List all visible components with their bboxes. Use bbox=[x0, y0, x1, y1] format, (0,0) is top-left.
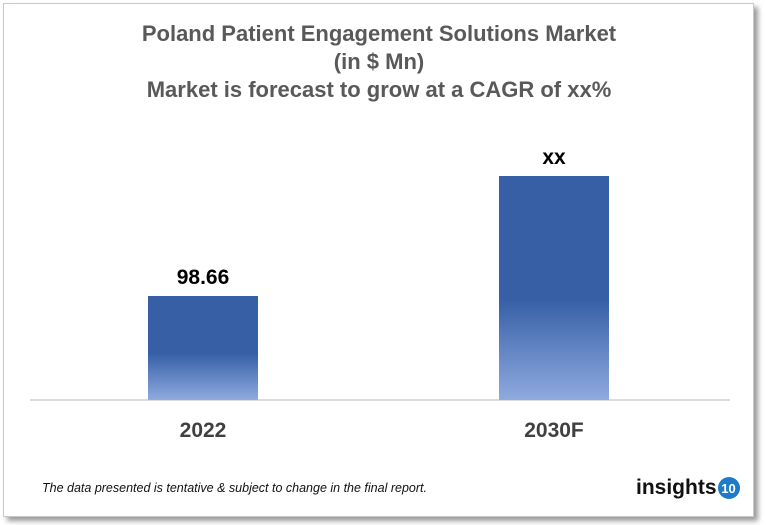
title-line-2: (in $ Mn) bbox=[333, 49, 425, 74]
data-label: 98.66 bbox=[177, 266, 230, 289]
chart-card bbox=[3, 3, 754, 517]
chart-title: Poland Patient Engagement Solutions Mark… bbox=[0, 20, 758, 104]
x-tick-label: 2022 bbox=[180, 419, 227, 442]
title-line-3: Market is forecast to grow at a CAGR of … bbox=[146, 77, 612, 102]
data-label: xx bbox=[542, 146, 566, 169]
logo-badge: 10 bbox=[717, 477, 740, 499]
bar-2022 bbox=[148, 296, 258, 400]
insights10-logo: insights 10 bbox=[636, 476, 740, 500]
title-line-1: Poland Patient Engagement Solutions Mark… bbox=[141, 21, 617, 46]
logo-text: insights bbox=[636, 476, 717, 499]
x-tick-label: 2030F bbox=[524, 419, 584, 442]
footer-note: The data presented is tentative & subjec… bbox=[42, 481, 427, 495]
bar-2030F bbox=[499, 176, 609, 400]
